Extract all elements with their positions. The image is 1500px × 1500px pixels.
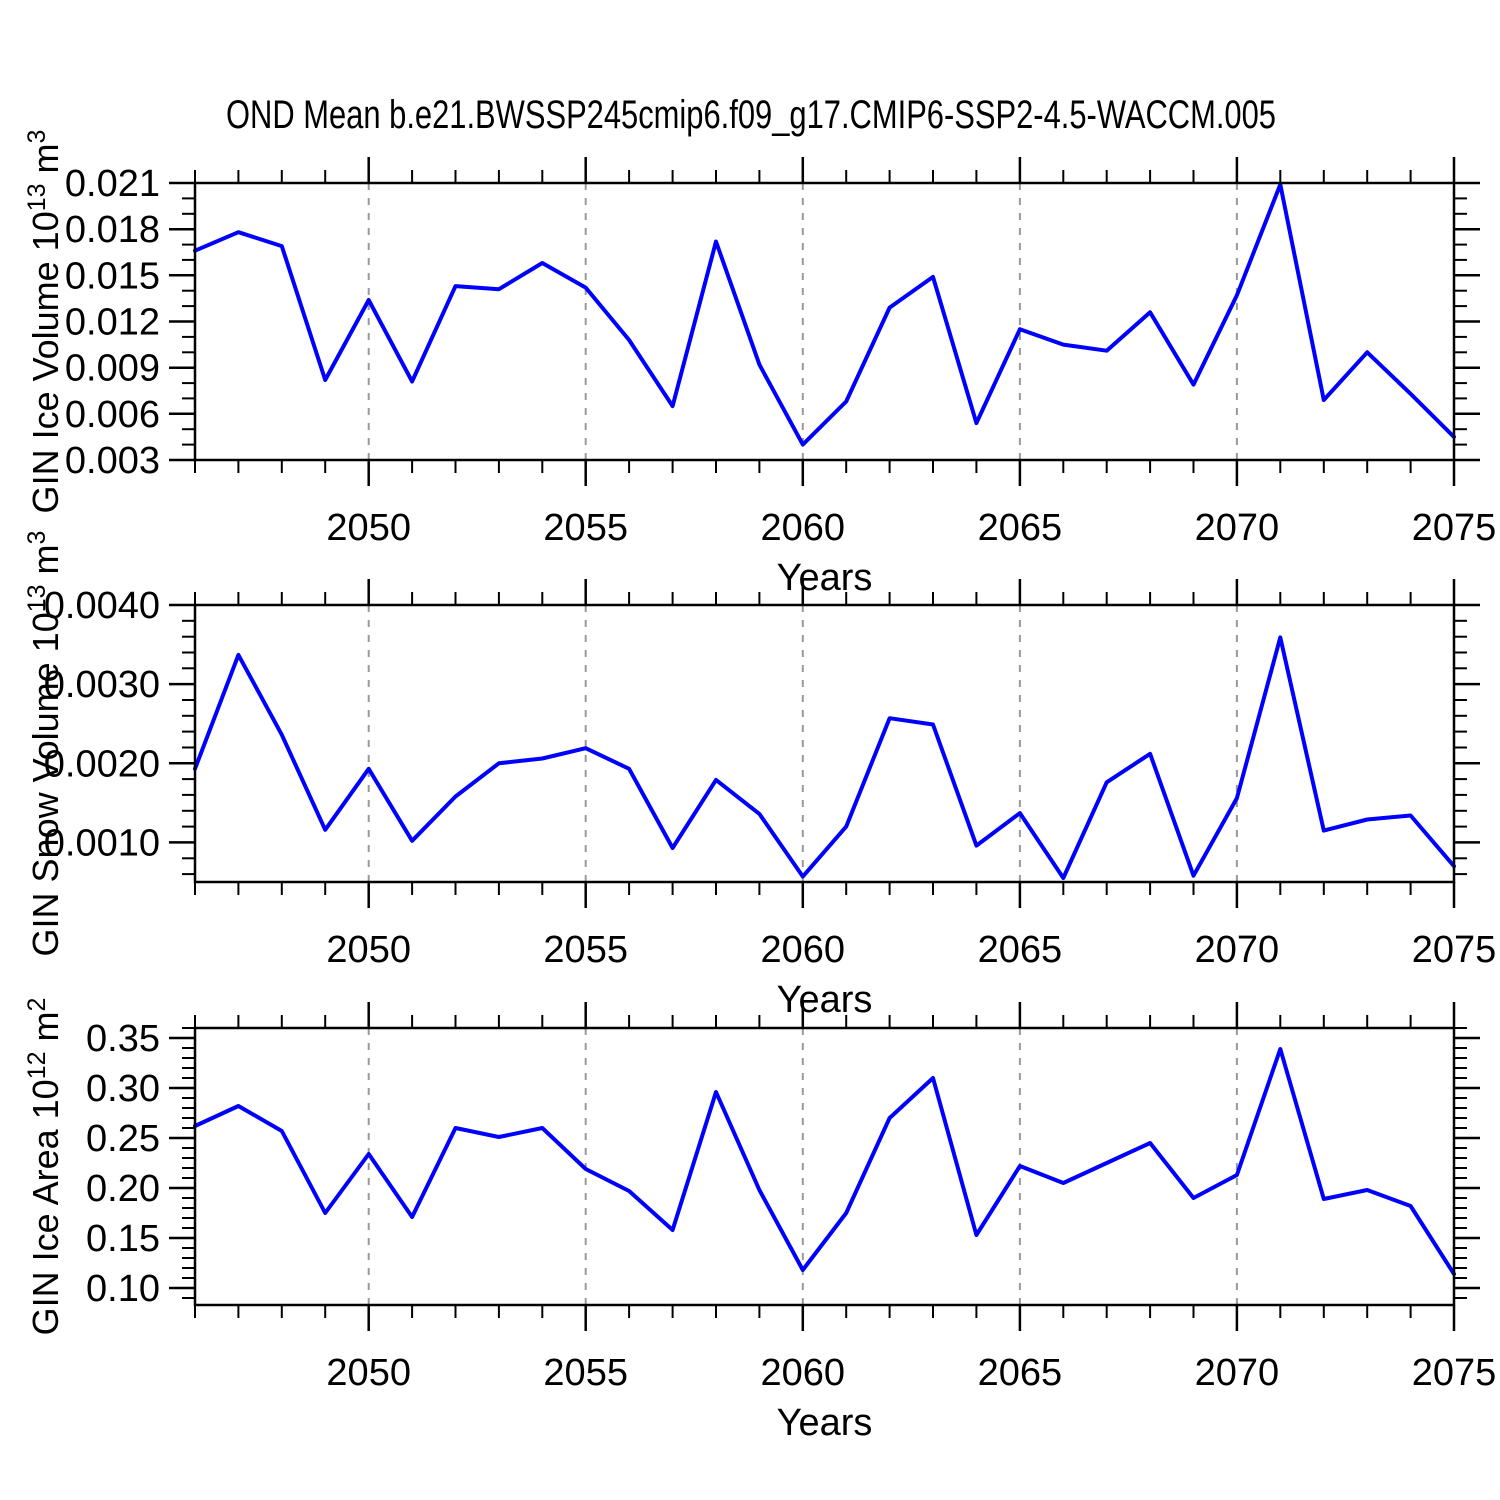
x-tick-label: 2075 xyxy=(1412,507,1497,549)
y-tick-label: 0.0020 xyxy=(44,743,160,785)
y-tick-label: 0.012 xyxy=(65,302,160,344)
x-tick-label: 2065 xyxy=(978,929,1063,971)
y-tick-label: 0.021 xyxy=(65,163,160,205)
x-tick-label: 2075 xyxy=(1412,929,1497,971)
y-axis-title: GIN Ice Volume 1013 m3 xyxy=(23,130,66,514)
x-tick-label: 2060 xyxy=(761,1352,846,1394)
y-tick-label: 0.009 xyxy=(65,348,160,390)
figure-title: OND Mean b.e21.BWSSP245cmip6.f09_g17.CMI… xyxy=(226,93,1276,137)
x-tick-label: 2070 xyxy=(1195,929,1280,971)
x-tick-label: 2075 xyxy=(1412,1352,1497,1394)
data-line-gin-ice-volume xyxy=(193,182,1456,447)
x-tick-label: 2050 xyxy=(326,929,411,971)
x-tick-label: 2055 xyxy=(543,507,628,549)
y-tick-label: 0.30 xyxy=(86,1068,160,1110)
y-tick-label: 0.35 xyxy=(86,1018,160,1060)
x-tick-label: 2070 xyxy=(1195,507,1280,549)
x-tick-label: 2060 xyxy=(761,507,846,549)
x-tick-label: 2065 xyxy=(978,1352,1063,1394)
y-tick-label: 0.20 xyxy=(86,1168,160,1210)
panel-gin-ice-volume: 2050 2055 2060 2065 2070 20750.0030.0060.0090… xyxy=(23,130,1496,599)
x-tick-label: 2060 xyxy=(761,929,846,971)
x-tick-label: 2050 xyxy=(326,507,411,549)
axes-frame xyxy=(193,1026,1456,1307)
y-axis-title: GIN Ice Area 1012 m2 xyxy=(23,998,66,1336)
x-tick-label: 2055 xyxy=(543,1352,628,1394)
data-line-gin-ice-area xyxy=(193,1047,1456,1276)
y-tick-label: 0.0010 xyxy=(44,822,160,864)
x-axis-title: Years xyxy=(777,557,873,599)
x-tick-label: 2065 xyxy=(978,507,1063,549)
x-tick-label: 2070 xyxy=(1195,1352,1280,1394)
x-axis-title: Years xyxy=(777,1402,873,1444)
y-tick-label: 0.0030 xyxy=(44,664,160,706)
y-axis-title: GIN Snow Volume 1013 m3 xyxy=(23,531,66,957)
y-tick-label: 0.006 xyxy=(65,394,160,436)
y-tick-label: 0.15 xyxy=(86,1218,160,1260)
panel-gin-ice-area: 2050 2055 2060 2065 2070 2075 0.10 0.15 0.20 0.25… xyxy=(23,998,1496,1444)
y-tick-label: 0.015 xyxy=(65,255,160,297)
y-tick-label: 0.018 xyxy=(65,209,160,251)
y-tick-label: 0.10 xyxy=(86,1268,160,1310)
y-tick-label: 0.25 xyxy=(86,1118,160,1160)
data-line-gin-snow-volume xyxy=(193,635,1456,880)
axes-frame xyxy=(193,603,1456,884)
y-tick-label: 0.003 xyxy=(65,440,160,482)
x-axis-title: Years xyxy=(777,979,873,1021)
x-tick-label: 2050 xyxy=(326,1352,411,1394)
x-tick-label: 2055 xyxy=(543,929,628,971)
panel-gin-snow-volume: 2050 2055 2060 2065 2070 2075 0.0010 0.0020 0.00… xyxy=(23,531,1496,1021)
y-tick-label: 0.0040 xyxy=(44,585,160,627)
